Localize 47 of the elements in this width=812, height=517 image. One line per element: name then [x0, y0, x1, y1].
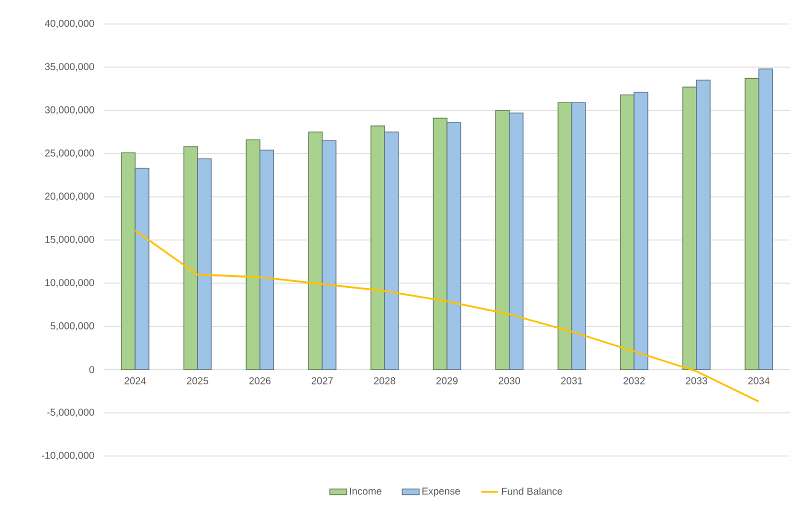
bar	[634, 92, 648, 370]
legend-label: Income	[350, 488, 382, 495]
y-tick-label: 30,000,000	[44, 106, 94, 115]
bar	[308, 132, 323, 370]
bar	[384, 132, 399, 370]
bar	[495, 110, 510, 370]
y-tick-label: -5,000,000	[47, 408, 94, 417]
x-tick-label: 2026	[249, 377, 271, 384]
x-tick-label: 2024	[124, 377, 146, 384]
legend-label: Fund Balance	[502, 487, 562, 495]
bar	[134, 168, 150, 370]
y-tick-label: -10,000,000	[42, 452, 94, 460]
bar	[558, 102, 572, 370]
y-tick-label: 35,000,000	[44, 63, 94, 72]
bar	[432, 118, 448, 370]
y-tick-label: 15,000,000	[45, 236, 94, 244]
y-tick-label: 0	[89, 366, 94, 374]
bar	[620, 94, 634, 370]
x-tick-label: 2027	[312, 377, 333, 384]
x-tick-label: 2032	[624, 377, 645, 384]
y-tick-label: 10,000,000	[45, 279, 94, 288]
y-tick-label: 40,000,000	[44, 20, 94, 28]
bar	[370, 126, 386, 370]
bar	[508, 112, 524, 370]
bar	[682, 86, 697, 370]
bar	[260, 150, 274, 370]
y-tick-label: 5,000,000	[50, 322, 94, 331]
bar	[446, 122, 462, 370]
bar	[183, 146, 198, 370]
x-tick-label: 2033	[686, 377, 708, 384]
bar	[744, 78, 760, 370]
legend-label: Expense	[422, 488, 460, 497]
x-tick-label: 2034	[748, 377, 770, 384]
bar	[246, 139, 260, 370]
x-tick-label: 2028	[374, 377, 396, 384]
y-tick-label: 20,000,000	[45, 192, 94, 201]
bar	[696, 80, 711, 370]
bar	[121, 152, 136, 370]
x-tick-label: 2029	[436, 377, 458, 384]
y-tick-label: 25,000,000	[45, 149, 94, 158]
x-tick-label: 2031	[561, 377, 582, 384]
bar	[197, 158, 212, 370]
bar	[758, 68, 773, 370]
bar	[322, 140, 336, 370]
x-tick-label: 2030	[498, 377, 520, 384]
bar	[571, 102, 586, 370]
x-tick-label: 2025	[186, 377, 208, 384]
